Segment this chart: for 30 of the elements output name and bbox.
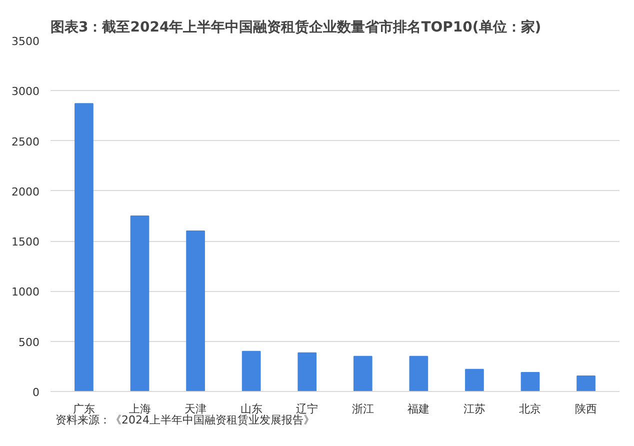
x-tick-label: 陕西 xyxy=(575,402,598,416)
y-tick-label: 3500 xyxy=(12,35,40,48)
bar xyxy=(186,230,205,392)
bar xyxy=(74,103,94,392)
x-tick-label: 上海 xyxy=(128,402,151,416)
x-tick-label: 辽宁 xyxy=(296,402,318,416)
y-tick-label: 3000 xyxy=(12,85,40,98)
x-tick-label: 山东 xyxy=(240,402,262,416)
y-tick-label: 2000 xyxy=(12,185,40,198)
text: 资料来源：《2024上半年中国融资租赁业发展报告》 xyxy=(56,414,314,426)
y-tick-label: 500 xyxy=(18,336,40,349)
bar xyxy=(353,356,372,392)
x-tick-label: 广东 xyxy=(72,402,95,416)
bar xyxy=(520,372,540,392)
bar xyxy=(576,375,596,392)
bar xyxy=(130,216,150,392)
x-tick-label: 北京 xyxy=(519,402,542,416)
chart-title: 图表3：截至2024年上半年中国融资租赁企业数量省市排名TOP10(单位：家) xyxy=(50,18,542,36)
y-tick-label: 1500 xyxy=(12,236,40,249)
x-tick-label: 福建 xyxy=(408,402,430,416)
x-tick-label: 江苏 xyxy=(463,402,486,416)
bar xyxy=(409,356,428,392)
y-tick-label: 0 xyxy=(32,386,40,399)
bar xyxy=(298,352,317,392)
x-tick-label: 浙江 xyxy=(352,402,374,416)
y-tick-label: 2500 xyxy=(12,135,40,148)
y-tick-label: 1000 xyxy=(12,286,40,299)
bar xyxy=(242,350,261,392)
x-tick-label: 天津 xyxy=(184,402,207,416)
bar xyxy=(465,368,484,392)
